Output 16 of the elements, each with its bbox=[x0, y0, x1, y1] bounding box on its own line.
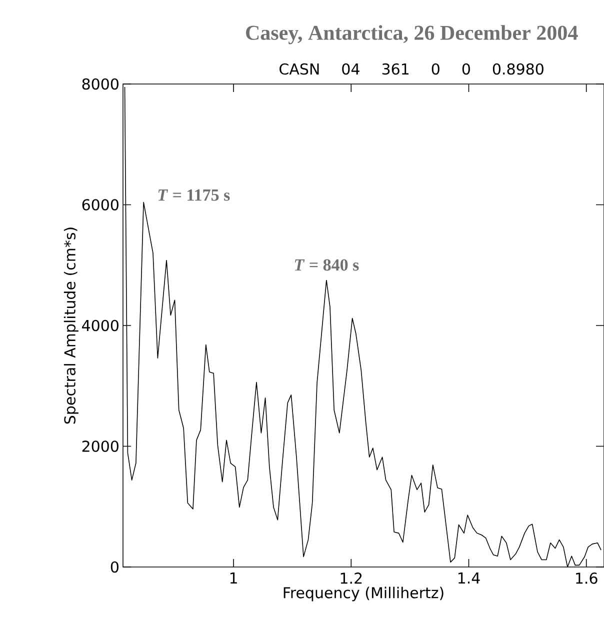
y-axis-title: Spectral Amplitude (cm*s) bbox=[64, 228, 78, 424]
chart-subtitle: CASN 04 361 0 0 0.8980 bbox=[280, 63, 544, 75]
x-tick-label: 1.4 bbox=[458, 572, 480, 584]
line-series bbox=[124, 86, 602, 568]
y-tick-label: 6000 bbox=[82, 199, 118, 210]
y-tick-label: 8000 bbox=[82, 78, 118, 90]
x-tick-label: 1.2 bbox=[340, 572, 362, 584]
x-axis-title: Frequency (Millihertz) bbox=[284, 586, 444, 602]
annotation: T = 840 s bbox=[294, 259, 359, 271]
chart-title: Casey, Antarctica, 26 December 2004 bbox=[246, 25, 578, 44]
y-tick-label: 0 bbox=[110, 561, 118, 573]
x-tick-label: 1 bbox=[230, 572, 237, 584]
annotation: T = 1175 s bbox=[158, 189, 230, 201]
x-tick-label: 1.6 bbox=[576, 572, 598, 584]
y-tick-label: 2000 bbox=[82, 440, 118, 452]
y-tick-label: 4000 bbox=[82, 320, 118, 332]
